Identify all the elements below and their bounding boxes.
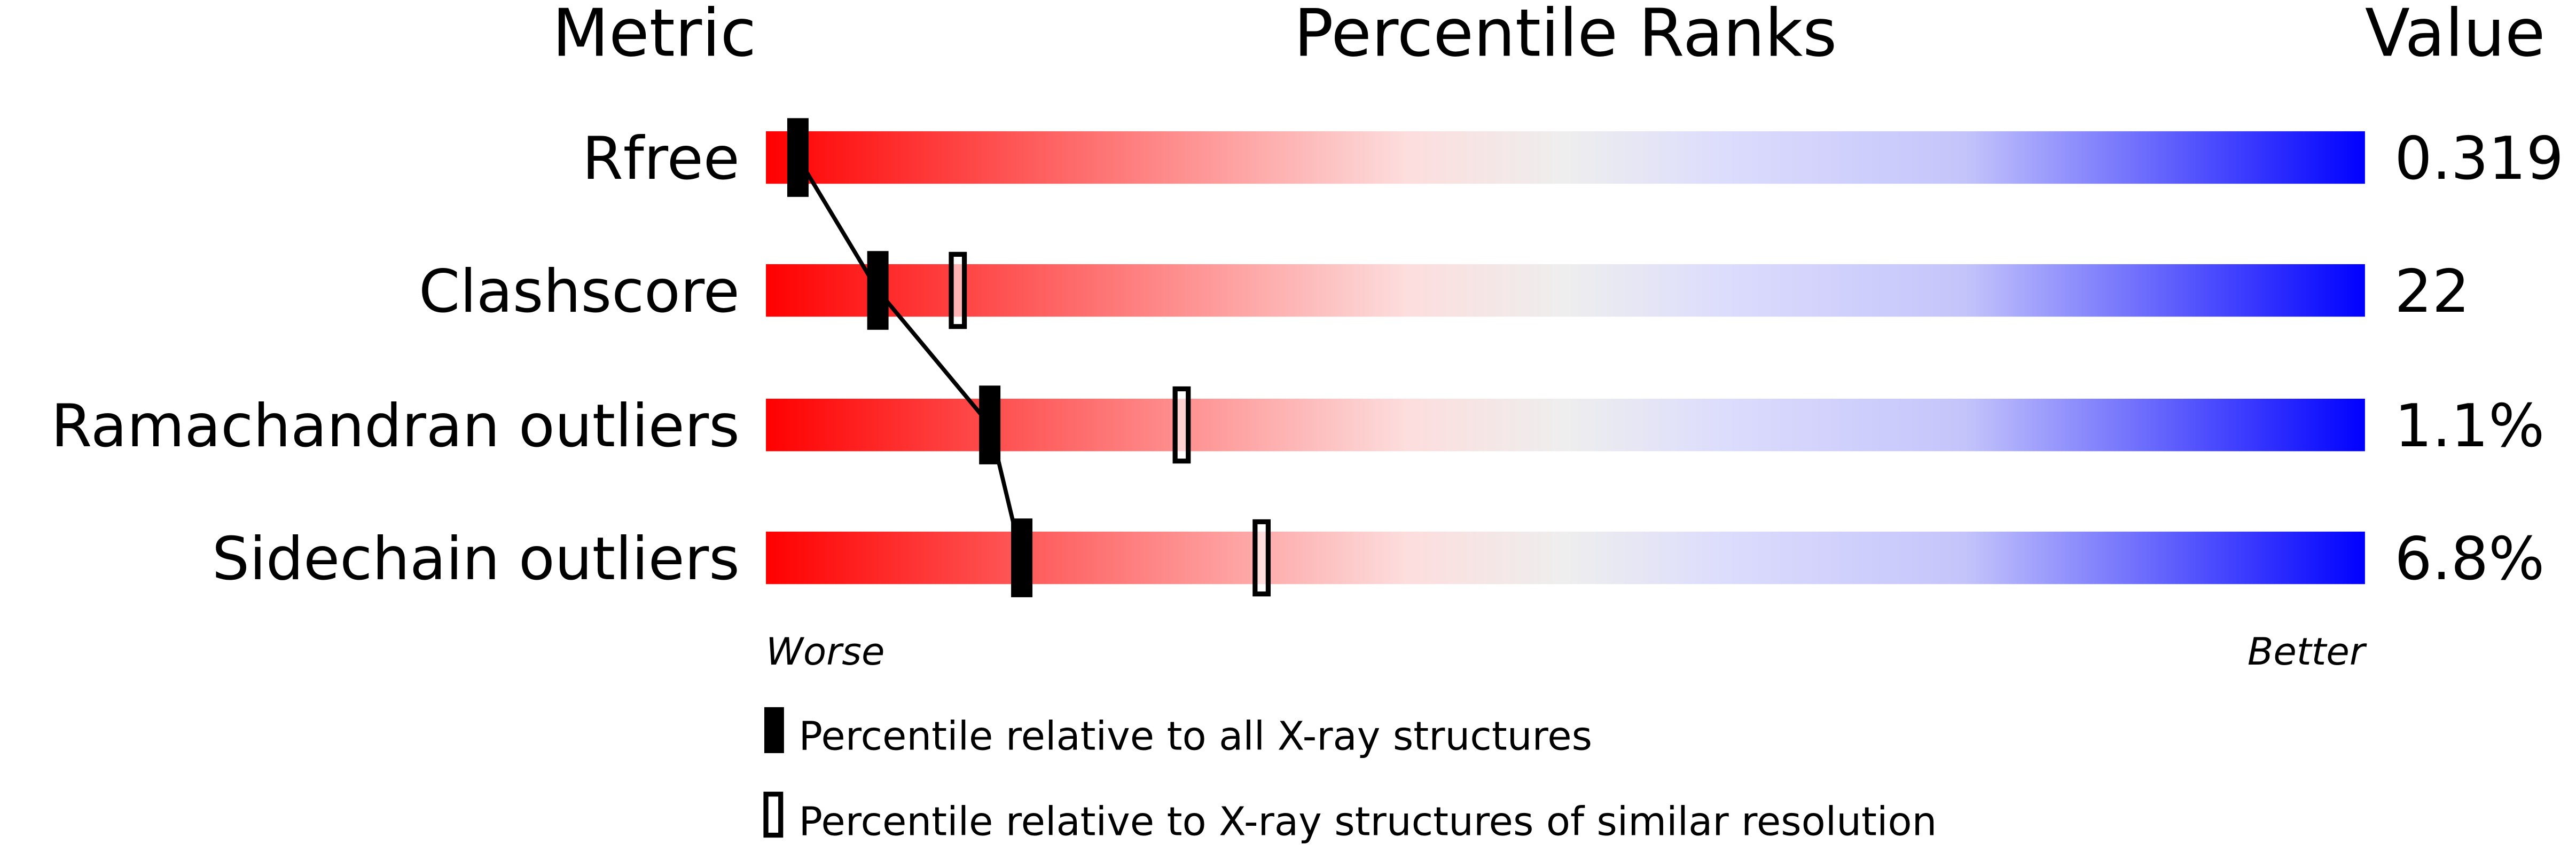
metric-value: 6.8% <box>2394 525 2544 594</box>
percentile-similar-marker <box>1172 386 1191 464</box>
metric-label: Rfree <box>582 124 740 193</box>
percentile-all-marker <box>787 118 809 197</box>
metric-label: Sidechain outliers <box>212 525 740 594</box>
percentile-bar <box>766 131 2365 184</box>
metric-value: 0.319 <box>2394 124 2564 193</box>
legend-filled-marker <box>764 707 784 753</box>
percentile-all-marker <box>979 385 1001 464</box>
header-percentile-ranks: Percentile Ranks <box>1294 0 1837 72</box>
header-metric: Metric <box>552 0 756 72</box>
metric-label: Ramachandran outliers <box>51 392 739 461</box>
legend-hollow-marker <box>763 792 784 838</box>
percentile-all-marker <box>1011 518 1033 597</box>
metric-label: Clashscore <box>419 257 740 326</box>
percentile-similar-marker <box>1252 519 1271 597</box>
legend-label-similar: Percentile relative to X-ray structures … <box>799 800 1937 845</box>
percentile-similar-marker <box>949 251 967 329</box>
metric-value: 22 <box>2394 257 2470 326</box>
percentile-all-marker <box>867 251 889 330</box>
axis-label-worse: Worse <box>766 629 885 674</box>
percentile-bar <box>766 531 2365 585</box>
header-value: Value <box>2365 0 2546 72</box>
axis-label-better: Better <box>2248 629 2367 674</box>
percentile-bar <box>766 264 2365 317</box>
percentile-bar <box>766 398 2365 452</box>
legend-label-all: Percentile relative to all X-ray structu… <box>799 714 1593 760</box>
metric-value: 1.1% <box>2394 392 2544 461</box>
connector-line <box>796 156 1024 558</box>
